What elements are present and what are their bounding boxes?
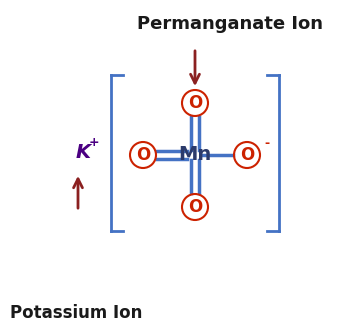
Text: +: + xyxy=(89,137,99,149)
Text: O: O xyxy=(136,146,150,164)
Text: O: O xyxy=(188,198,202,216)
Text: Potassium Ion: Potassium Ion xyxy=(10,304,142,322)
Text: K: K xyxy=(76,144,91,162)
Text: -: - xyxy=(264,138,269,150)
Text: Mn: Mn xyxy=(178,146,212,164)
Text: O: O xyxy=(240,146,254,164)
Text: Permanganate Ion: Permanganate Ion xyxy=(137,15,323,33)
Text: O: O xyxy=(188,94,202,112)
